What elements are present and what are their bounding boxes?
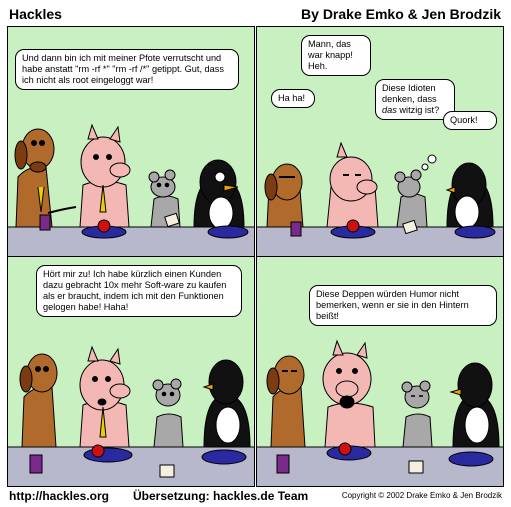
speech-bubble-dog-2: Ha ha!: [271, 89, 315, 108]
speech-bubble-pig-2: Mann, das war knapp! Heh.: [301, 35, 371, 76]
panel-3: Hört mir zu! Ich habe kürzlich einen Kun…: [7, 256, 255, 487]
copyright-notice: Copyright © 2002 Drake Emko & Jen Brodzi…: [341, 491, 502, 500]
comic-header: Hackles By Drake Emko & Jen Brodzik: [0, 0, 511, 26]
comic-byline: By Drake Emko & Jen Brodzik: [301, 6, 501, 22]
speech-bubble-penguin-2: Quork!: [443, 111, 497, 130]
thought-text-part-2: witzig ist?: [399, 105, 440, 115]
panel-2: Mann, das war knapp! Heh. Ha ha! Diese I…: [256, 26, 504, 257]
thought-text-emphasis: das: [382, 105, 397, 115]
comic-footer: http://hackles.org Übersetzung: hackles.…: [0, 486, 511, 507]
thought-bubble-mouse-2: Diese Idioten denken, dass das witzig is…: [375, 79, 455, 120]
panel-1: Und dann bin ich mit meiner Pfote verrut…: [7, 26, 255, 257]
mouse-character: [148, 169, 181, 228]
panel-2-scene: [257, 27, 503, 256]
site-url: http://hackles.org: [9, 489, 110, 503]
translation-credit: Übersetzung: hackles.de Team: [133, 489, 309, 503]
panel-4: Diese Deppen würden Humor nicht bemerken…: [256, 256, 504, 487]
comic-title: Hackles: [9, 6, 62, 22]
thought-text-part-1: Diese Idioten denken, dass: [382, 83, 437, 104]
pig-character: [79, 123, 131, 239]
speech-bubble-pig-3: Hört mir zu! Ich habe kürzlich einen Kun…: [36, 265, 242, 317]
speech-bubble-pig-4: Diese Deppen würden Humor nicht bemerken…: [309, 285, 497, 326]
speech-bubble-dog-1: Und dann bin ich mit meiner Pfote verrut…: [15, 49, 239, 90]
penguin-character: [193, 159, 249, 239]
dog-character: [14, 128, 77, 231]
